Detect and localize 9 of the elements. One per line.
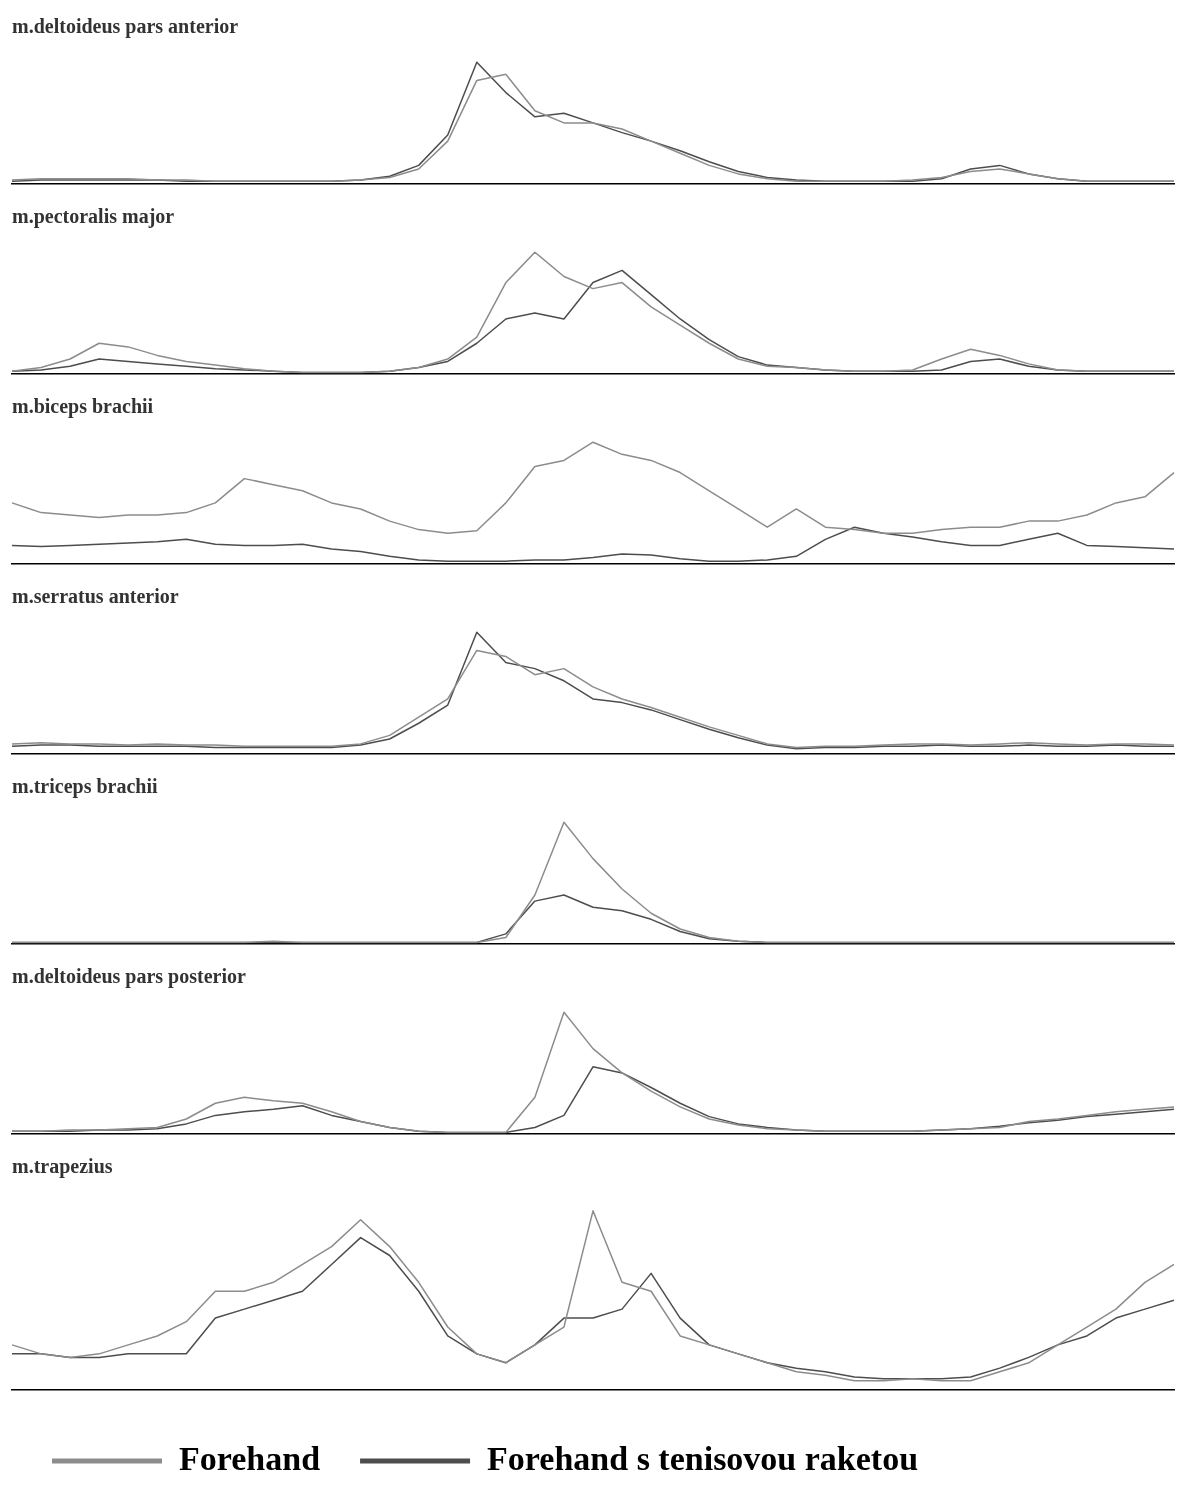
chart-title: m.deltoideus pars posterior <box>12 965 246 989</box>
chart-title: m.deltoideus pars anterior <box>12 15 239 39</box>
legend-label: Forehand <box>179 1439 321 1477</box>
legend-label: Forehand s tenisovou raketou <box>487 1439 919 1477</box>
chart-title: m.triceps brachii <box>12 775 158 799</box>
chart-title: m.trapezius <box>12 1155 113 1179</box>
chart-title: m.serratus anterior <box>12 585 179 608</box>
chart-title: m.biceps brachii <box>12 395 154 419</box>
chart-title: m.pectoralis major <box>12 205 175 229</box>
